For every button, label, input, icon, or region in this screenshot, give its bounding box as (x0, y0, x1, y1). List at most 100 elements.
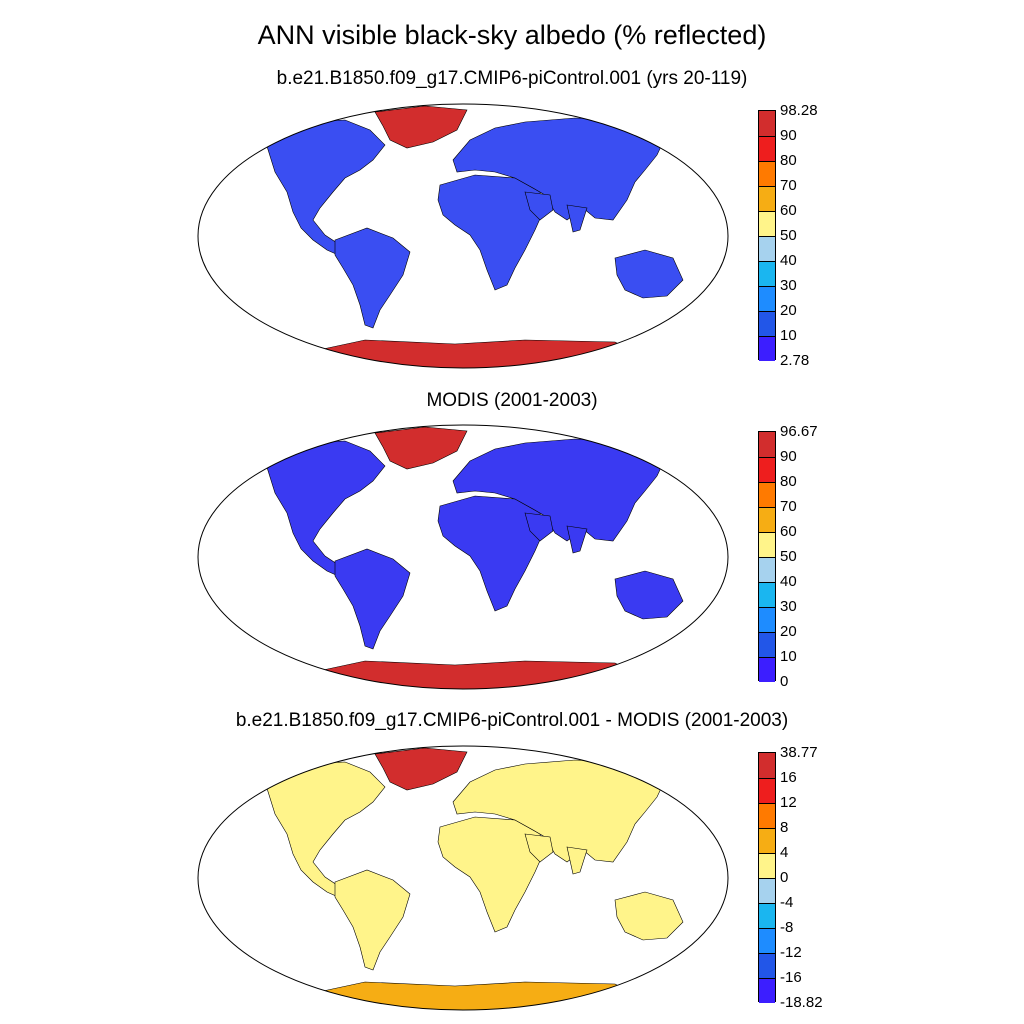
map-outline (197, 745, 729, 1011)
colorbar-tick-label: 4 (780, 844, 789, 861)
colorbar-swatch (759, 286, 775, 311)
landmass-eurasia (452, 759, 666, 863)
colorbar-tick-label: 70 (780, 177, 797, 194)
colorbar-tick-label: -4 (780, 894, 794, 911)
landmass-greenland (374, 105, 468, 149)
colorbar-panel-3 (758, 752, 776, 1003)
colorbar-swatch (759, 311, 775, 336)
colorbar-tick-label: 90 (780, 448, 797, 465)
colorbar-swatch (759, 336, 775, 361)
colorbar-swatch (759, 657, 775, 682)
colorbar-swatch (759, 261, 775, 286)
colorbar-swatch (759, 161, 775, 186)
colorbar-panel-2 (758, 431, 776, 682)
colorbar-tick-label: 50 (780, 548, 797, 565)
landmass-sa (334, 548, 411, 650)
colorbar-tick-label: 60 (780, 202, 797, 219)
landmass-na (264, 761, 386, 901)
landmass-greenland (374, 747, 468, 791)
colorbar-swatch (759, 557, 775, 582)
map-outline (197, 424, 729, 690)
colorbar-tick-label: -18.82 (780, 994, 823, 1011)
colorbar-tick-label: 38.77 (780, 744, 818, 761)
landmass-sa (334, 227, 411, 329)
colorbar-swatch (759, 878, 775, 903)
landmass-antarctica (284, 660, 651, 689)
colorbar-swatch (759, 482, 775, 507)
colorbar-tick-label: 30 (780, 277, 797, 294)
colorbar-tick-label: 60 (780, 523, 797, 540)
colorbar-swatch (759, 186, 775, 211)
colorbar-swatch (759, 753, 775, 778)
colorbar-tick-label: 40 (780, 573, 797, 590)
colorbar-swatch (759, 903, 775, 928)
colorbar-tick-label: 20 (780, 623, 797, 640)
colorbar-swatch (759, 607, 775, 632)
colorbar-swatch (759, 828, 775, 853)
landmass-arabia (524, 512, 554, 542)
colorbar-swatch (759, 457, 775, 482)
colorbar-swatch (759, 778, 775, 803)
landmass-eurasia (452, 117, 666, 221)
panel-2-title: MODIS (2001-2003) (426, 390, 598, 411)
landmass-sa (334, 869, 411, 971)
colorbar-swatch (759, 236, 775, 261)
colorbar-tick-label: 8 (780, 819, 789, 836)
landmass-india (566, 525, 588, 554)
landmass-india (566, 846, 588, 875)
map-panel-2 (197, 424, 729, 690)
map-panel-1 (197, 103, 729, 369)
landmass-australia (614, 891, 684, 941)
colorbar-tick-label: 0 (780, 869, 789, 886)
landmass-arabia (524, 191, 554, 221)
colorbar-tick-label: 96.67 (780, 423, 818, 440)
colorbar-tick-label: 12 (780, 794, 797, 811)
colorbar-panel-1 (758, 110, 776, 361)
colorbar-swatch (759, 211, 775, 236)
colorbar-tick-label: 90 (780, 127, 797, 144)
colorbar-swatch (759, 928, 775, 953)
landmass-australia (614, 249, 684, 299)
colorbar-swatch (759, 532, 775, 557)
map-outline (197, 103, 729, 369)
landmass-greenland (374, 426, 468, 470)
colorbar-swatch (759, 953, 775, 978)
colorbar-swatch (759, 136, 775, 161)
colorbar-swatch (759, 978, 775, 1003)
colorbar-tick-label: 70 (780, 498, 797, 515)
landmass-antarctica (284, 981, 651, 1010)
colorbar-tick-label: 20 (780, 302, 797, 319)
landmass-australia (614, 570, 684, 620)
colorbar-tick-label: 0 (780, 673, 789, 690)
colorbar-tick-label: 80 (780, 152, 797, 169)
colorbar-tick-label: -16 (780, 969, 802, 986)
colorbar-swatch (759, 432, 775, 457)
colorbar-tick-label: 50 (780, 227, 797, 244)
colorbar-tick-label: 10 (780, 648, 797, 665)
panel-1-title: b.e21.B1850.f09_g17.CMIP6-piControl.001 … (276, 68, 748, 89)
panel-3-title: b.e21.B1850.f09_g17.CMIP6-piControl.001 … (235, 710, 789, 731)
colorbar-swatch (759, 632, 775, 657)
colorbar-tick-label: 98.28 (780, 102, 818, 119)
colorbar-swatch (759, 582, 775, 607)
colorbar-tick-label: -8 (780, 919, 794, 936)
landmass-antarctica (284, 339, 651, 368)
colorbar-swatch (759, 803, 775, 828)
landmass-na (264, 440, 386, 580)
colorbar-swatch (759, 507, 775, 532)
colorbar-tick-label: 2.78 (780, 352, 810, 369)
colorbar-swatch (759, 853, 775, 878)
colorbar-tick-label: 30 (780, 598, 797, 615)
colorbar-tick-label: 40 (780, 252, 797, 269)
colorbar-tick-label: 16 (780, 769, 797, 786)
colorbar-swatch (759, 111, 775, 136)
colorbar-tick-label: 10 (780, 327, 797, 344)
figure-title: ANN visible black-sky albedo (% reflecte… (257, 20, 767, 50)
landmass-arabia (524, 833, 554, 863)
colorbar-tick-label: 80 (780, 473, 797, 490)
landmass-na (264, 119, 386, 259)
landmass-india (566, 204, 588, 233)
colorbar-tick-label: -12 (780, 944, 802, 961)
map-panel-3 (197, 745, 729, 1011)
landmass-eurasia (452, 438, 666, 542)
